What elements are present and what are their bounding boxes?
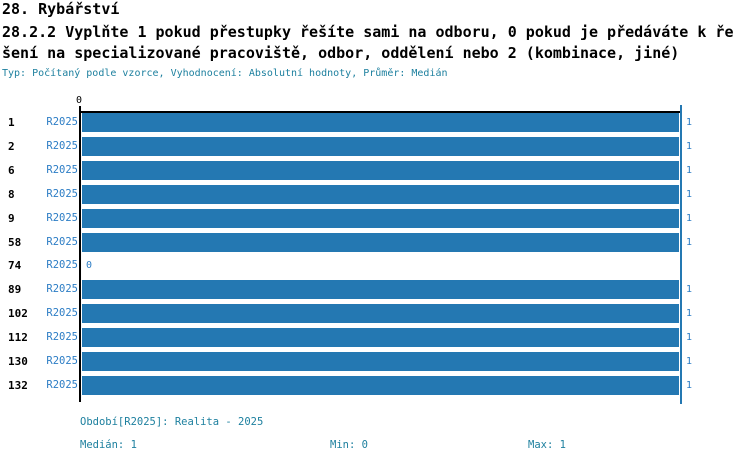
row-category-label: 89 [8, 283, 22, 296]
x-axis-line [79, 111, 682, 113]
bar [82, 209, 679, 228]
row-series-label: R2025 [46, 331, 78, 343]
bar-value-label: 1 [686, 380, 693, 391]
row-series-label: R2025 [46, 188, 78, 200]
question-text-line1: 28.2.2 Vyplňte 1 pokud přestupky řešíte … [2, 23, 734, 41]
bar-value-label: 1 [686, 141, 693, 152]
bar [82, 233, 679, 252]
max-value-gridline [680, 105, 682, 404]
row-series-label: R2025 [46, 259, 78, 271]
question-text-line2: šení na specializované pracoviště, odbor… [2, 44, 680, 62]
bar [82, 304, 679, 323]
bar [82, 280, 679, 299]
row-category-label: 102 [8, 307, 28, 320]
row-category-label: 8 [8, 188, 15, 201]
row-category-label: 58 [8, 236, 22, 249]
bar [82, 161, 679, 180]
row-category-label: 1 [8, 116, 15, 129]
bar-value-label: 1 [686, 213, 693, 224]
row-series-label: R2025 [46, 164, 78, 176]
footer-max: Max: 1 [528, 439, 566, 451]
row-series-label: R2025 [46, 116, 78, 128]
bar-value-label: 1 [686, 356, 693, 367]
bar-value-label: 1 [686, 189, 693, 200]
bar [82, 185, 679, 204]
row-series-label: R2025 [46, 212, 78, 224]
row-series-label: R2025 [46, 283, 78, 295]
row-series-label: R2025 [46, 236, 78, 248]
bar [82, 113, 679, 132]
row-category-label: 132 [8, 379, 28, 392]
footer-period: Období[R2025]: Realita - 2025 [80, 416, 264, 428]
row-series-label: R2025 [46, 355, 78, 367]
question-meta: Typ: Počítaný podle vzorce, Vyhodnocení:… [2, 68, 448, 79]
row-series-label: R2025 [46, 379, 78, 391]
bar-value-label: 0 [86, 260, 93, 271]
bar [82, 328, 679, 347]
bar-value-label: 1 [686, 165, 693, 176]
row-category-label: 6 [8, 164, 15, 177]
row-category-label: 130 [8, 355, 28, 368]
y-axis-line [79, 106, 81, 402]
bar [82, 137, 679, 156]
bar-value-label: 1 [686, 308, 693, 319]
bar-value-label: 1 [686, 332, 693, 343]
bar-value-label: 1 [686, 284, 693, 295]
row-series-label: R2025 [46, 307, 78, 319]
row-category-label: 2 [8, 140, 15, 153]
footer-min: Min: 0 [330, 439, 368, 451]
bar [82, 352, 679, 371]
bar-value-label: 1 [686, 117, 693, 128]
bar [82, 376, 679, 395]
footer-median: Medián: 1 [80, 439, 137, 451]
row-category-label: 112 [8, 331, 28, 344]
row-series-label: R2025 [46, 140, 78, 152]
x-axis-tick-label: 0 [76, 95, 83, 106]
bar-value-label: 1 [686, 237, 693, 248]
section-title: 28. Rybářství [2, 0, 120, 18]
row-category-label: 9 [8, 212, 15, 225]
row-category-label: 74 [8, 259, 22, 272]
